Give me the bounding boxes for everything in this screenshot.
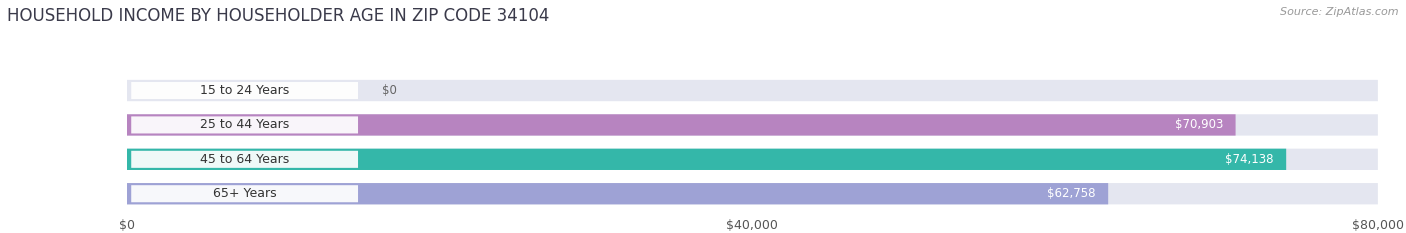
- FancyBboxPatch shape: [127, 114, 1378, 136]
- FancyBboxPatch shape: [127, 183, 1108, 204]
- Text: HOUSEHOLD INCOME BY HOUSEHOLDER AGE IN ZIP CODE 34104: HOUSEHOLD INCOME BY HOUSEHOLDER AGE IN Z…: [7, 7, 550, 25]
- FancyBboxPatch shape: [127, 80, 1378, 101]
- FancyBboxPatch shape: [131, 82, 359, 99]
- FancyBboxPatch shape: [127, 114, 1236, 136]
- FancyBboxPatch shape: [127, 183, 1378, 204]
- Text: $74,138: $74,138: [1225, 153, 1274, 166]
- Text: 65+ Years: 65+ Years: [212, 187, 277, 200]
- FancyBboxPatch shape: [127, 149, 1378, 170]
- Text: $70,903: $70,903: [1174, 118, 1223, 131]
- Text: 45 to 64 Years: 45 to 64 Years: [200, 153, 290, 166]
- FancyBboxPatch shape: [131, 151, 359, 168]
- FancyBboxPatch shape: [131, 116, 359, 134]
- Text: 25 to 44 Years: 25 to 44 Years: [200, 118, 290, 131]
- Text: $62,758: $62,758: [1047, 187, 1095, 200]
- FancyBboxPatch shape: [131, 185, 359, 202]
- Text: $0: $0: [381, 84, 396, 97]
- Text: Source: ZipAtlas.com: Source: ZipAtlas.com: [1281, 7, 1399, 17]
- FancyBboxPatch shape: [127, 149, 1286, 170]
- Text: 15 to 24 Years: 15 to 24 Years: [200, 84, 290, 97]
